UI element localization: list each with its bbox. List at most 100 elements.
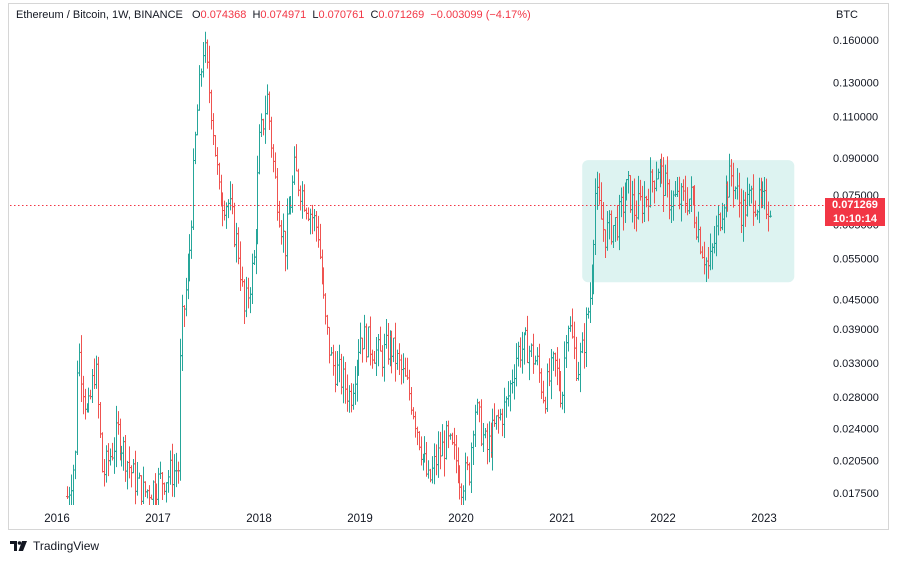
candle [200, 68, 203, 87]
candle [161, 471, 164, 500]
candle [152, 480, 155, 505]
price-tick-label: 0.045000 [833, 295, 879, 307]
candle [268, 91, 271, 131]
candle [278, 200, 281, 228]
candle [441, 424, 444, 457]
candle [80, 335, 83, 402]
candle [239, 241, 242, 292]
change-value: −0.003099 (−4.17%) [430, 9, 531, 21]
candle [266, 84, 269, 115]
high-label: H [252, 9, 261, 21]
candle [344, 362, 347, 404]
candle [235, 222, 238, 263]
candle [132, 458, 135, 474]
candle [396, 349, 399, 370]
candle [462, 485, 465, 505]
candle [554, 352, 557, 377]
symbol-title: Ethereum / Bitcoin, 1W, BINANCE [16, 9, 183, 21]
candle [392, 337, 395, 363]
price-axis: 0.1600000.1300000.1100000.0900000.075000… [833, 35, 879, 500]
candle [223, 200, 226, 221]
candle [218, 162, 221, 190]
candle [488, 421, 491, 463]
candle [185, 277, 188, 317]
candle [569, 316, 572, 332]
candle [470, 442, 473, 494]
candle [412, 407, 415, 420]
candle [398, 343, 401, 376]
candle [330, 346, 333, 356]
low-label: L [312, 9, 319, 21]
candle [130, 465, 133, 488]
candle [377, 334, 380, 367]
candle [383, 333, 386, 382]
candle [546, 363, 549, 412]
price-tick-label: 0.090000 [833, 153, 879, 165]
candle [503, 387, 506, 438]
time-axis: 2016 2017 2018 2019 2020 2021 2022 2023 [44, 513, 777, 525]
price-tick-label: 0.017500 [833, 488, 879, 500]
candle [113, 437, 116, 474]
candle [78, 343, 81, 377]
candle [107, 443, 110, 477]
candle [216, 147, 219, 175]
candle [258, 124, 261, 175]
candle [272, 144, 275, 173]
candle [445, 420, 448, 460]
open-value: 0.074368 [200, 9, 247, 21]
candle [563, 341, 566, 414]
candle [394, 322, 397, 382]
brand-name: TradingView [33, 539, 100, 553]
price-tick-label: 0.160000 [833, 35, 879, 47]
candle [99, 401, 102, 439]
candle [585, 307, 588, 368]
tradingview-logo-icon [10, 540, 27, 551]
candle [513, 364, 516, 400]
candle [460, 483, 463, 505]
candle [369, 316, 372, 366]
candle [311, 204, 314, 235]
candle [583, 323, 586, 369]
candle [229, 181, 232, 211]
time-tick-label: 2022 [650, 513, 676, 525]
candle [352, 383, 355, 410]
last-price-badge: 0.071269 10:10:14 [825, 198, 885, 226]
candle [587, 307, 590, 319]
candle [103, 459, 106, 487]
candle [540, 368, 543, 400]
candle [573, 321, 576, 360]
candle [474, 404, 477, 447]
candle [126, 460, 129, 490]
candle [227, 199, 230, 219]
candle [484, 428, 487, 439]
candle [115, 405, 118, 468]
time-tick-label: 2017 [145, 513, 171, 525]
candle [579, 342, 582, 393]
candle [309, 208, 312, 235]
candle [507, 381, 510, 407]
candle [361, 337, 364, 363]
candle [523, 332, 526, 365]
candle [315, 210, 318, 242]
time-tick-label: 2020 [448, 513, 474, 525]
candle [476, 398, 479, 415]
candle [324, 293, 327, 325]
price-tick-label: 0.055000 [833, 254, 879, 266]
candle [480, 399, 483, 447]
tradingview-brand[interactable]: TradingView [10, 539, 99, 553]
candle [532, 333, 535, 374]
candle [202, 41, 205, 78]
candle [274, 152, 277, 179]
candle [404, 357, 407, 377]
candle [177, 461, 180, 484]
candle [134, 450, 137, 505]
candle [251, 253, 254, 304]
time-tick-label: 2021 [549, 513, 575, 525]
candle [276, 168, 279, 221]
candle [449, 433, 452, 440]
candle [373, 350, 376, 364]
candle [561, 391, 564, 410]
candle [293, 146, 296, 185]
candle [210, 89, 213, 130]
